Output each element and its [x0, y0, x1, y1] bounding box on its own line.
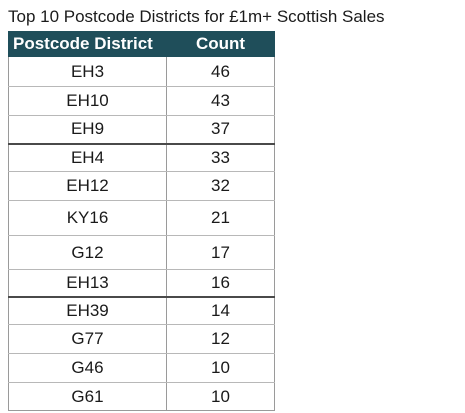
- table-header-row: Postcode District Count: [8, 31, 275, 57]
- district-cell: EH10: [8, 86, 167, 116]
- table-row: EH10 43: [8, 86, 275, 116]
- count-cell: 33: [166, 143, 275, 172]
- table-row: EH39 14: [8, 296, 275, 325]
- table-row: G12 17: [8, 235, 275, 270]
- count-cell: 46: [166, 56, 275, 87]
- count-cell: 12: [166, 324, 275, 354]
- count-cell: 10: [166, 382, 275, 411]
- count-cell: 32: [166, 171, 275, 201]
- district-cell: EH9: [8, 115, 167, 145]
- table-row: EH12 32: [8, 171, 275, 201]
- count-cell: 10: [166, 353, 275, 383]
- table-row: EH13 16: [8, 269, 275, 298]
- district-cell: EH4: [8, 143, 167, 172]
- table-row: EH4 33: [8, 143, 275, 172]
- postcode-table: Postcode District Count EH3 46 EH10 43 E…: [8, 31, 275, 411]
- column-header-count: Count: [166, 31, 275, 57]
- district-cell: KY16: [8, 200, 167, 236]
- district-cell: G12: [8, 235, 167, 270]
- district-cell: G61: [8, 382, 167, 411]
- district-cell: EH13: [8, 269, 167, 298]
- table-row: KY16 21: [8, 200, 275, 236]
- count-cell: 16: [166, 269, 275, 298]
- table-row: EH9 37: [8, 115, 275, 145]
- table-row: EH3 46: [8, 56, 275, 87]
- count-cell: 14: [166, 296, 275, 325]
- district-cell: EH3: [8, 56, 167, 87]
- district-cell: EH39: [8, 296, 167, 325]
- district-cell: G46: [8, 353, 167, 383]
- district-cell: G77: [8, 324, 167, 354]
- table-row: G61 10: [8, 382, 275, 411]
- postcode-table-container: Postcode District Count EH3 46 EH10 43 E…: [8, 31, 275, 411]
- district-cell: EH12: [8, 171, 167, 201]
- table-row: G46 10: [8, 353, 275, 383]
- count-cell: 37: [166, 115, 275, 145]
- count-cell: 17: [166, 235, 275, 270]
- count-cell: 43: [166, 86, 275, 116]
- column-header-district: Postcode District: [8, 31, 167, 57]
- page-title: Top 10 Postcode Districts for £1m+ Scott…: [8, 7, 385, 26]
- table-row: G77 12: [8, 324, 275, 354]
- count-cell: 21: [166, 200, 275, 236]
